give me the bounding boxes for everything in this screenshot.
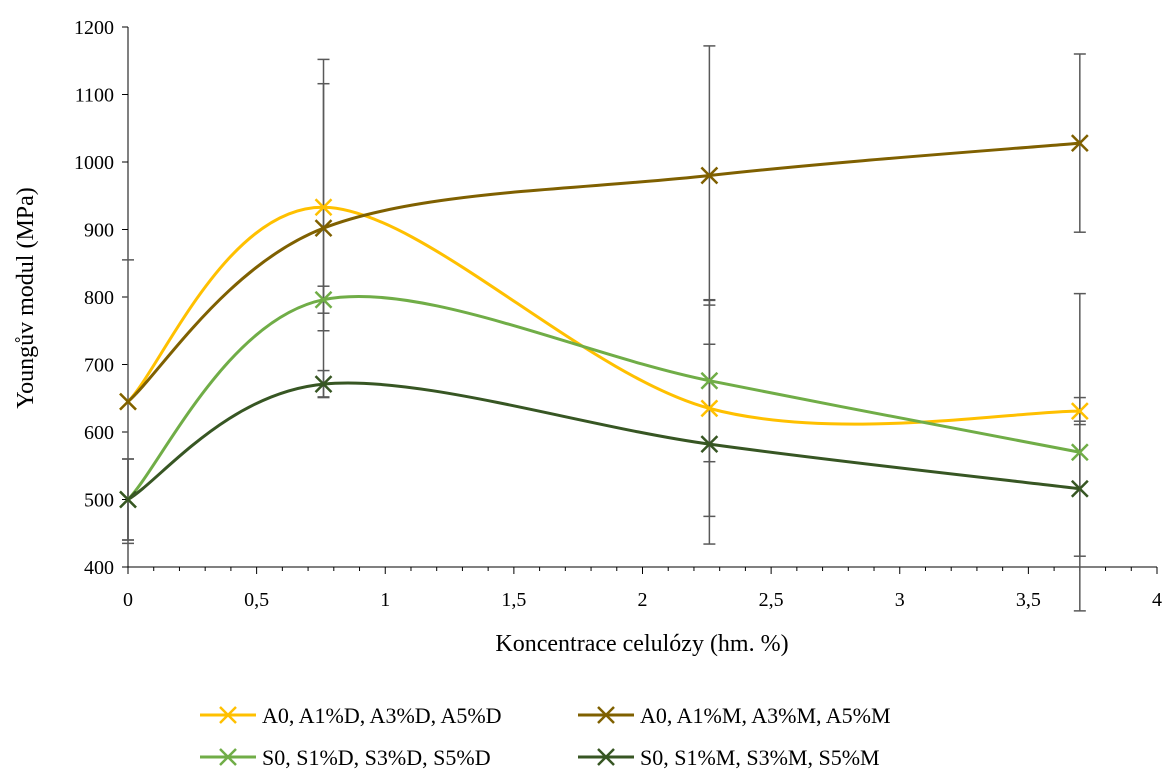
data-point xyxy=(314,290,333,309)
y-tick-label: 1100 xyxy=(75,85,114,107)
y-tick-label: 1200 xyxy=(74,17,114,39)
legend: A0, A1%D, A3%D, A5%D A0, A1%M, A3%M, A5%M… xyxy=(200,703,891,770)
x-axis-title: Koncentrace celulózy (hm. %) xyxy=(495,631,788,657)
y-tick-label: 900 xyxy=(84,220,114,242)
data-point xyxy=(314,219,333,238)
y-axis-title: Youngův modul (MPa) xyxy=(13,187,39,409)
series-line-1 xyxy=(126,205,1080,426)
marker-stroke xyxy=(1070,443,1089,462)
data-point xyxy=(1070,134,1089,152)
marker-stroke xyxy=(219,748,237,766)
series-line-3 xyxy=(126,295,1081,501)
y-tick-label: 1000 xyxy=(74,152,114,174)
y-tick-label: 700 xyxy=(84,355,114,377)
data-point xyxy=(314,375,333,393)
marker-stroke xyxy=(700,371,719,390)
marker-stroke xyxy=(314,198,333,217)
x-tick-label: 4 xyxy=(1152,589,1162,611)
data-point xyxy=(700,399,719,418)
legend-label: A0, A1%D, A3%D, A5%D xyxy=(262,703,502,728)
x-tick-label: 1,5 xyxy=(501,589,526,611)
x-tick-label: 0 xyxy=(123,589,133,611)
legend-label: A0, A1%M, A3%M, A5%M xyxy=(640,703,891,728)
x-tick-label: 2 xyxy=(638,589,648,611)
series-line-4 xyxy=(127,381,1080,501)
data-point xyxy=(700,166,719,185)
x-tick-label: 3,5 xyxy=(1016,589,1041,611)
legend-item: S0, S1%M, S3%M, S5%M xyxy=(578,745,880,770)
marker-stroke xyxy=(597,748,615,766)
x-tick-label: 1 xyxy=(380,589,390,611)
legend-marker xyxy=(219,748,237,766)
marker-stroke xyxy=(119,490,137,509)
marker-stroke xyxy=(700,399,719,418)
marker-stroke xyxy=(314,219,333,238)
data-point xyxy=(1070,479,1089,498)
data-point xyxy=(700,371,719,390)
data-point xyxy=(119,490,137,509)
axes: 400 500 600 700 800 900 1000 1100 1200 0 0,5 1 1,5 2 2… xyxy=(74,17,1162,611)
data-point xyxy=(314,198,333,217)
marker-stroke xyxy=(314,375,333,393)
marker-stroke xyxy=(700,166,719,185)
legend-marker xyxy=(597,706,615,724)
legend-item: A0, A1%M, A3%M, A5%M xyxy=(578,703,891,728)
data-point xyxy=(1070,443,1089,462)
marker-stroke xyxy=(597,706,615,724)
y-tick-label: 400 xyxy=(84,557,114,579)
marker-stroke xyxy=(219,706,237,724)
x-tick-label: 2,5 xyxy=(759,589,784,611)
data-point xyxy=(119,392,137,411)
x-tick-label: 3 xyxy=(895,589,905,611)
marker-stroke xyxy=(314,290,333,309)
y-tick-label: 600 xyxy=(84,422,114,444)
legend-item: A0, A1%D, A3%D, A5%D xyxy=(200,703,502,728)
error-bars xyxy=(122,45,1086,612)
y-tick-label: 800 xyxy=(84,287,114,309)
series-lines xyxy=(126,141,1081,501)
series-markers xyxy=(119,134,1089,509)
x-tick-label: 0,5 xyxy=(244,589,269,611)
legend-item: S0, S1%D, S3%D, S5%D xyxy=(200,745,491,770)
marker-stroke xyxy=(1070,134,1089,152)
series-line-2 xyxy=(127,141,1080,403)
data-point xyxy=(700,435,719,454)
legend-marker xyxy=(219,706,237,724)
marker-stroke xyxy=(119,392,137,411)
data-point xyxy=(1070,402,1089,420)
marker-stroke xyxy=(700,435,719,454)
legend-label: S0, S1%M, S3%M, S5%M xyxy=(640,745,880,770)
y-tick-label: 500 xyxy=(84,490,114,512)
legend-marker xyxy=(597,748,615,766)
legend-label: S0, S1%D, S3%D, S5%D xyxy=(262,745,491,770)
marker-stroke xyxy=(1070,402,1089,420)
marker-stroke xyxy=(1070,479,1089,498)
